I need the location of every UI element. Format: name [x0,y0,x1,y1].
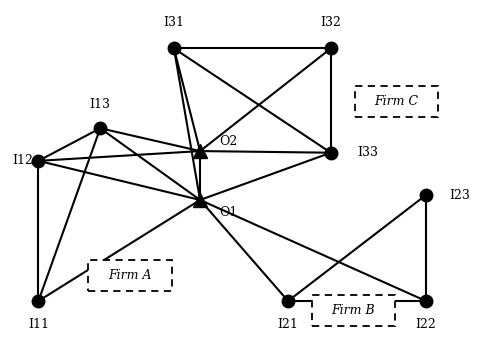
Text: I23: I23 [450,189,470,201]
FancyBboxPatch shape [88,260,172,291]
Text: I32: I32 [320,16,342,29]
Text: I31: I31 [164,16,184,29]
Text: I13: I13 [90,98,110,111]
Text: I33: I33 [357,146,378,159]
Text: Firm B: Firm B [332,304,375,317]
FancyBboxPatch shape [354,86,438,117]
Text: I11: I11 [28,318,49,331]
Text: O1: O1 [219,207,238,219]
Text: O2: O2 [219,135,238,148]
Text: I12: I12 [12,154,33,167]
FancyBboxPatch shape [312,295,395,326]
Text: Firm C: Firm C [374,95,418,108]
Text: Firm A: Firm A [108,269,152,282]
Text: I21: I21 [278,318,298,331]
Text: I22: I22 [416,318,436,331]
